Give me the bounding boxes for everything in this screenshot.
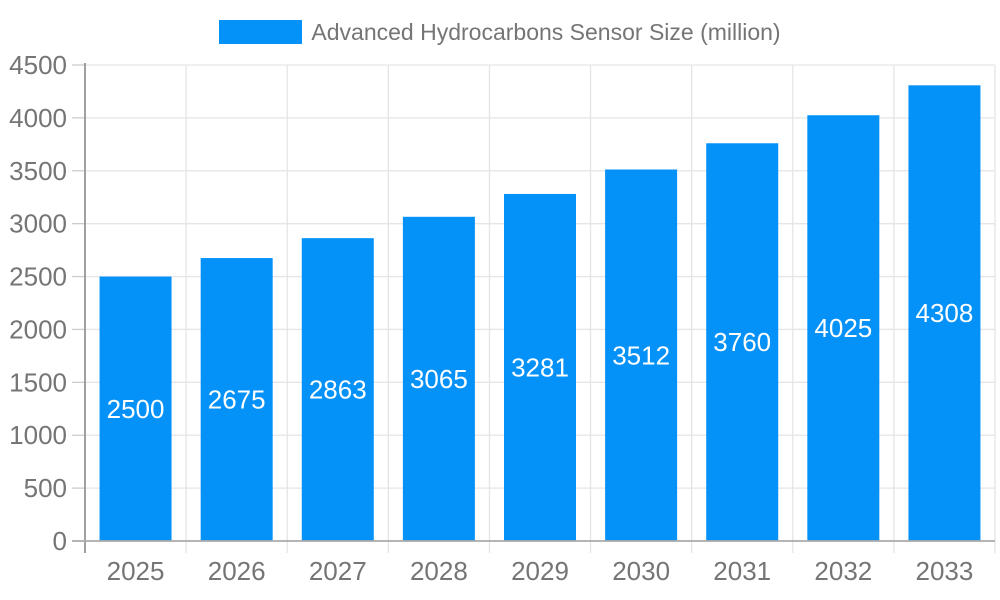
bar-2027[interactable] — [301, 238, 374, 542]
x-tick-label: 2028 — [410, 556, 468, 586]
bar-2031[interactable] — [706, 143, 779, 541]
y-tick-label: 1000 — [9, 420, 67, 450]
bar-value-label: 4308 — [916, 298, 974, 328]
legend-swatch — [219, 20, 303, 44]
x-tick-label: 2026 — [208, 556, 266, 586]
y-tick-label: 2000 — [9, 314, 67, 344]
bar-value-label: 3760 — [713, 327, 771, 357]
y-tick-label: 4000 — [9, 103, 67, 133]
x-tick-label: 2031 — [713, 556, 771, 586]
y-tick-label: 0 — [53, 526, 67, 556]
bar-2026[interactable] — [200, 258, 273, 541]
y-tick-label: 1500 — [9, 367, 67, 397]
bar-value-label: 3281 — [511, 352, 569, 382]
bar-2025[interactable] — [99, 276, 172, 541]
x-tick-label: 2033 — [916, 556, 974, 586]
bar-value-label: 2675 — [208, 385, 266, 415]
bar-value-label: 3065 — [410, 364, 468, 394]
x-tick-label: 2025 — [107, 556, 165, 586]
legend-label: Advanced Hydrocarbons Sensor Size (milli… — [311, 19, 781, 45]
bar-value-label: 2863 — [309, 375, 367, 405]
y-tick-label: 3500 — [9, 156, 67, 186]
bar-2030[interactable] — [605, 169, 678, 542]
x-tick-label: 2027 — [309, 556, 367, 586]
bar-2033[interactable] — [908, 85, 981, 542]
x-tick-label: 2032 — [814, 556, 872, 586]
y-tick-label: 2500 — [9, 262, 67, 292]
y-tick-label: 4500 — [9, 50, 67, 80]
y-tick-label: 500 — [24, 473, 67, 503]
bar-2032[interactable] — [807, 115, 880, 541]
x-tick-label: 2029 — [511, 556, 569, 586]
y-tick-label: 3000 — [9, 209, 67, 239]
bar-2029[interactable] — [504, 193, 576, 541]
x-tick-label: 2030 — [612, 556, 670, 586]
legend-item[interactable]: Advanced Hydrocarbons Sensor Size (milli… — [0, 18, 1000, 46]
bar-value-label: 3512 — [612, 340, 670, 370]
bar-value-label: 2500 — [107, 394, 165, 424]
bar-2028[interactable] — [402, 216, 475, 541]
bar-value-label: 4025 — [814, 313, 872, 343]
